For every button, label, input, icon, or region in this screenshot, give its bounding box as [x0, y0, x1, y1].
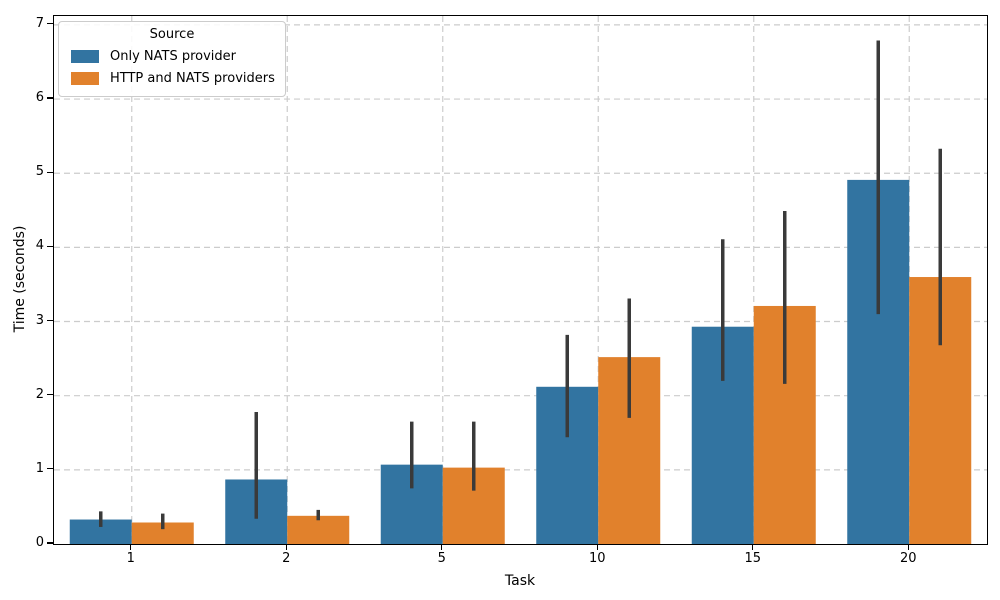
y-tick-mark: [47, 468, 53, 470]
legend-entry-http-nats: HTTP and NATS providers: [67, 67, 277, 89]
x-axis-label: Task: [504, 573, 536, 589]
y-tick-mark: [47, 394, 53, 396]
legend-swatch-http-nats: [71, 71, 99, 85]
x-tick-mark: [907, 544, 909, 550]
legend: Source Only NATS provider HTTP and NATS …: [58, 21, 286, 97]
y-tick-label: 5: [35, 164, 44, 180]
x-tick-label: 10: [588, 551, 606, 566]
x-tick-mark: [285, 544, 287, 550]
bar-series1-task-2: [287, 515, 350, 544]
y-tick-mark: [47, 245, 53, 247]
y-tick-mark: [47, 23, 53, 25]
bar-chart-canvas: [54, 16, 987, 544]
bar-series1-task-1: [131, 522, 194, 544]
y-tick-label: 0: [35, 535, 44, 550]
x-tick-label: 5: [437, 551, 446, 566]
y-tick-label: 1: [35, 460, 44, 476]
legend-label-http-nats: HTTP and NATS providers: [110, 70, 275, 86]
y-tick-mark: [47, 319, 53, 322]
y-tick-label: 6: [35, 90, 44, 106]
y-tick-label: 2: [35, 386, 44, 402]
legend-label-only-nats: Only NATS provider: [110, 48, 237, 64]
x-tick-label: 15: [744, 551, 762, 566]
y-tick-label: 7: [35, 15, 44, 31]
x-tick-mark: [441, 544, 443, 550]
x-tick-mark: [130, 544, 132, 550]
legend-swatch-only-nats: [71, 49, 99, 63]
y-tick-label: 3: [35, 312, 44, 328]
legend-title: Source: [149, 27, 195, 42]
legend-entry-only-nats: Only NATS provider: [67, 45, 277, 67]
x-tick-mark: [752, 544, 754, 550]
y-tick-mark: [47, 97, 53, 99]
x-tick-label: 1: [126, 551, 135, 566]
y-tick-mark: [47, 171, 53, 173]
plot-area: Source Only NATS provider HTTP and NATS …: [53, 15, 988, 545]
y-tick-label: 4: [35, 238, 44, 254]
x-tick-mark: [596, 544, 598, 550]
y-tick-mark: [47, 542, 53, 544]
x-tick-label: 20: [899, 551, 917, 566]
x-tick-label: 2: [282, 551, 291, 566]
